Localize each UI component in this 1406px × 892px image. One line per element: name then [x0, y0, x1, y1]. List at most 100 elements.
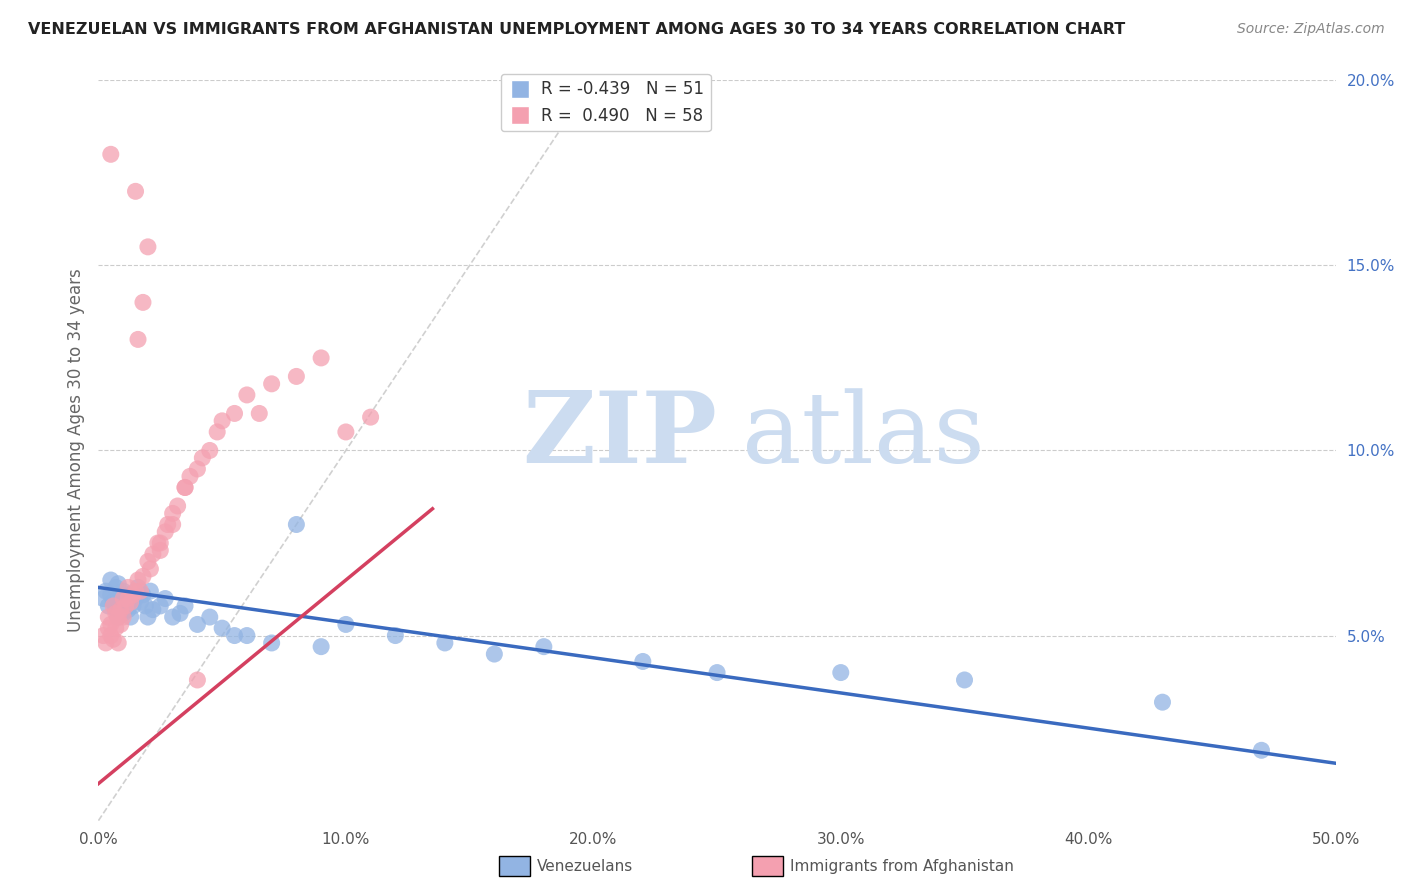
Point	[174, 599, 197, 613]
Y-axis label: Unemployment Among Ages 30 to 34 years: Unemployment Among Ages 30 to 34 years	[66, 268, 84, 632]
Point	[117, 588, 139, 602]
Point	[97, 621, 120, 635]
Point	[211, 414, 233, 428]
Point	[104, 602, 127, 616]
Point	[100, 573, 122, 587]
Point	[103, 632, 125, 647]
Point	[122, 599, 145, 613]
Point	[112, 584, 135, 599]
Point	[124, 184, 146, 198]
Point	[136, 240, 159, 254]
Point	[139, 584, 162, 599]
Point	[110, 617, 132, 632]
Point	[114, 591, 136, 606]
Point	[224, 407, 246, 421]
Point	[120, 595, 142, 609]
Point	[384, 628, 406, 642]
Point	[156, 517, 179, 532]
Point	[186, 673, 208, 687]
Point	[107, 610, 129, 624]
Point	[260, 636, 283, 650]
Point	[127, 332, 149, 346]
Point	[124, 591, 146, 606]
Text: Source: ZipAtlas.com: Source: ZipAtlas.com	[1237, 22, 1385, 37]
Point	[132, 569, 155, 583]
Point	[174, 481, 197, 495]
Point	[100, 588, 122, 602]
Point	[132, 295, 155, 310]
Point	[97, 599, 120, 613]
Point	[149, 536, 172, 550]
Point	[117, 581, 139, 595]
Point	[136, 554, 159, 569]
Text: ZIP: ZIP	[522, 387, 717, 484]
Point	[136, 610, 159, 624]
Point	[631, 655, 654, 669]
Point	[236, 628, 259, 642]
Point	[335, 617, 357, 632]
Point	[110, 599, 132, 613]
Legend: R = -0.439   N = 51, R =  0.490   N = 58: R = -0.439 N = 51, R = 0.490 N = 58	[501, 74, 710, 131]
Point	[186, 462, 208, 476]
Point	[433, 636, 456, 650]
Point	[100, 617, 122, 632]
Text: atlas: atlas	[742, 388, 984, 483]
Point	[132, 588, 155, 602]
Point	[309, 351, 332, 365]
Point	[830, 665, 852, 680]
Point	[107, 610, 129, 624]
Point	[162, 517, 184, 532]
Point	[1250, 743, 1272, 757]
Point	[224, 628, 246, 642]
Point	[155, 524, 177, 539]
Point	[104, 581, 127, 595]
Point	[198, 610, 221, 624]
Point	[117, 602, 139, 616]
Point	[174, 481, 197, 495]
Point	[142, 602, 165, 616]
Text: Venezuelans: Venezuelans	[537, 859, 633, 873]
Point	[122, 588, 145, 602]
Point	[169, 607, 191, 621]
Point	[110, 591, 132, 606]
Point	[146, 536, 169, 550]
Point	[205, 425, 228, 439]
Point	[110, 602, 132, 616]
Point	[112, 610, 135, 624]
Point	[260, 376, 283, 391]
Point	[166, 499, 188, 513]
Point	[309, 640, 332, 654]
Point	[706, 665, 728, 680]
Point	[94, 636, 117, 650]
Point	[191, 450, 214, 465]
Point	[129, 584, 152, 599]
Point	[93, 591, 115, 606]
Point	[134, 599, 156, 613]
Point	[211, 621, 233, 635]
Point	[139, 562, 162, 576]
Point	[179, 469, 201, 483]
Point	[484, 647, 506, 661]
Point	[953, 673, 976, 687]
Point	[155, 591, 177, 606]
Point	[94, 584, 117, 599]
Point	[97, 610, 120, 624]
Point	[107, 636, 129, 650]
Point	[129, 595, 152, 609]
Point	[247, 407, 270, 421]
Point	[533, 640, 555, 654]
Point	[100, 147, 122, 161]
Point	[107, 576, 129, 591]
Point	[100, 628, 122, 642]
Point	[124, 584, 146, 599]
Point	[114, 599, 136, 613]
Point	[127, 573, 149, 587]
Text: Immigrants from Afghanistan: Immigrants from Afghanistan	[790, 859, 1014, 873]
Text: VENEZUELAN VS IMMIGRANTS FROM AFGHANISTAN UNEMPLOYMENT AMONG AGES 30 TO 34 YEARS: VENEZUELAN VS IMMIGRANTS FROM AFGHANISTA…	[28, 22, 1125, 37]
Point	[162, 610, 184, 624]
Point	[142, 547, 165, 561]
Point	[117, 591, 139, 606]
Point	[236, 388, 259, 402]
Point	[335, 425, 357, 439]
Point	[149, 543, 172, 558]
